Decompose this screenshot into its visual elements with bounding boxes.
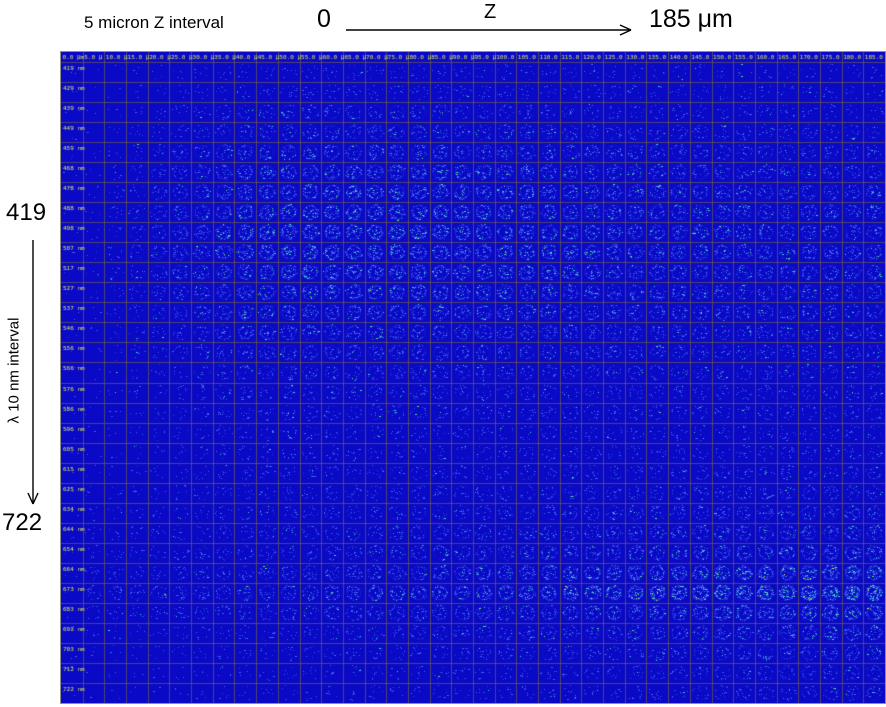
z-axis-arrow-icon — [346, 24, 632, 36]
lambda-axis-title: λ 10 nm interval — [5, 317, 23, 424]
lambda-start-value: 419 — [6, 199, 47, 226]
z-start-value: 0 — [317, 5, 331, 33]
lambda-axis-arrow-icon — [27, 240, 39, 505]
z-interval-caption: 5 micron Z interval — [84, 13, 224, 32]
montage-panel — [60, 51, 886, 704]
lambda-end-value: 722 — [2, 509, 43, 536]
montage-canvas — [61, 52, 885, 703]
z-end-value: 185 μm — [649, 5, 733, 33]
z-axis-title: Z — [484, 1, 497, 23]
